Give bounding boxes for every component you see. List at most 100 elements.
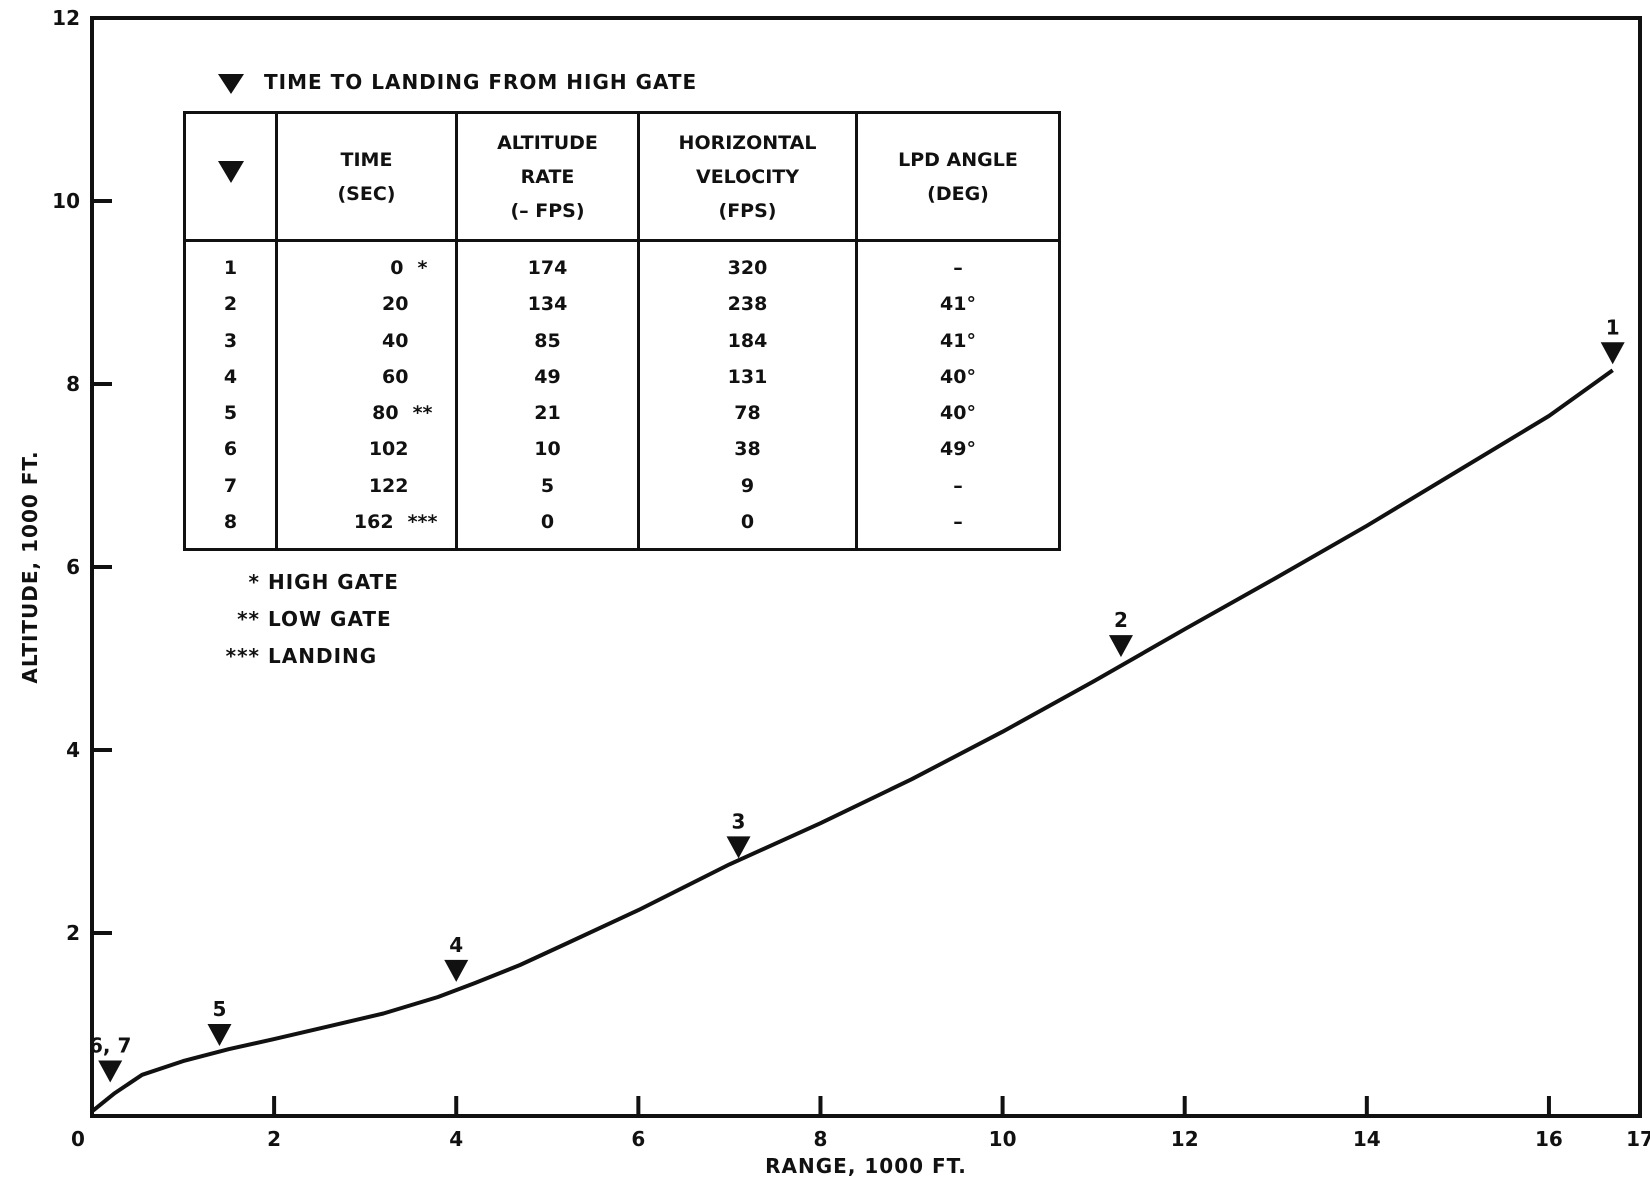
x-axis-title: RANGE, 1000 FT.	[765, 1154, 967, 1178]
cell-time: 60	[275, 358, 458, 395]
triangle-marker-icon	[444, 959, 469, 982]
y-tick-label: 12	[52, 6, 80, 30]
triangle-marker-icon	[98, 1060, 123, 1083]
x-tick-label: 6	[631, 1127, 645, 1151]
x-tick-label: 10	[989, 1127, 1017, 1151]
trajectory-marker: 3	[726, 809, 751, 859]
cell-lpd-angle: –	[855, 240, 1061, 287]
cell-marker-number: 5	[183, 394, 278, 432]
table-row: 4 60 49 131 40°	[183, 358, 1061, 395]
trajectory-marker: 6, 7	[89, 1034, 131, 1083]
marker-label: 2	[1114, 608, 1128, 632]
cell-marker-number: 4	[183, 358, 278, 395]
cell-horizontal-velocity: 38	[637, 431, 858, 468]
cell-horizontal-velocity: 0	[637, 503, 858, 550]
y-tick-label: 6	[66, 555, 80, 579]
cell-horizontal-velocity: 78	[637, 394, 858, 432]
triangle-marker-icon	[726, 836, 751, 859]
header-time: TIME (SEC)	[275, 112, 458, 242]
y-tick-label: 2	[66, 921, 80, 945]
y-tick-label: 8	[66, 372, 80, 396]
table-header-row: TIME (SEC) ALTITUDE RATE (– FPS) HORIZON…	[183, 112, 1061, 242]
y-tick-label: 10	[52, 189, 80, 213]
footnote-low-gate: ** LOW GATE	[237, 607, 392, 631]
cell-altitude-rate: 134	[455, 286, 640, 323]
x-tick-label: 16	[1535, 1127, 1563, 1151]
cell-time: 0 *	[275, 240, 458, 287]
cell-horizontal-velocity: 9	[637, 467, 858, 504]
table-row: 6 102 10 38 49°	[183, 431, 1061, 468]
cell-altitude-rate: 21	[455, 394, 640, 432]
gate-mark: ***	[407, 510, 438, 533]
x-tick-label: 8	[814, 1127, 828, 1151]
marker-label: 4	[449, 933, 463, 957]
cell-time: 122	[275, 467, 458, 504]
cell-marker-number: 7	[183, 467, 278, 504]
cell-horizontal-velocity: 184	[637, 322, 858, 359]
table-row: 5 80 ** 21 78 40°	[183, 394, 1061, 432]
cell-altitude-rate: 5	[455, 467, 640, 504]
trajectory-marker: 5	[207, 997, 232, 1046]
cell-time: 80 **	[275, 394, 458, 432]
triangle-marker-icon	[218, 73, 244, 94]
gate-mark: *	[417, 257, 428, 280]
cell-altitude-rate: 85	[455, 322, 640, 359]
cell-marker-number: 3	[183, 322, 278, 359]
y-tick-label: 4	[66, 738, 80, 762]
table-row: 7 122 5 9–	[183, 467, 1061, 504]
marker-label: 1	[1606, 315, 1620, 339]
cell-marker-number: 8	[183, 503, 278, 550]
cell-time: 20	[275, 286, 458, 323]
table-title: TIME TO LANDING FROM HIGH GATE	[218, 70, 697, 94]
cell-lpd-angle: 40°	[855, 358, 1061, 395]
cell-horizontal-velocity: 238	[637, 286, 858, 323]
header-horizontal-velocity: HORIZONTAL VELOCITY (FPS)	[637, 112, 858, 242]
marker-label: 3	[732, 809, 746, 833]
trajectory-marker: 4	[444, 933, 469, 982]
cell-time: 40	[275, 322, 458, 359]
trajectory-marker: 1	[1600, 315, 1625, 365]
table-row: 8 162 *** 0 0–	[183, 503, 1061, 550]
footnote-high-gate: * HIGH GATE	[248, 570, 399, 594]
table-row: 1 0 * 174 320–	[183, 240, 1061, 287]
cell-marker-number: 1	[183, 240, 278, 287]
cell-lpd-angle: 49°	[855, 431, 1061, 468]
cell-altitude-rate: 10	[455, 431, 640, 468]
x-tick-label: 0	[71, 1127, 85, 1151]
table-row: 3 40 85 184 41°	[183, 322, 1061, 359]
cell-horizontal-velocity: 131	[637, 358, 858, 395]
cell-time: 162 ***	[275, 503, 458, 550]
cell-altitude-rate: 174	[455, 240, 640, 287]
x-tick-label: 14	[1353, 1127, 1381, 1151]
cell-lpd-angle: 41°	[855, 322, 1061, 359]
x-tick-label: 2	[267, 1127, 281, 1151]
marker-label: 5	[213, 997, 227, 1021]
trajectory-line	[90, 368, 1614, 1113]
triangle-marker-icon	[1108, 635, 1133, 658]
triangle-marker-icon	[207, 1023, 232, 1046]
cell-altitude-rate: 0	[455, 503, 640, 550]
cell-lpd-angle: –	[855, 467, 1061, 504]
cell-marker-number: 2	[183, 286, 278, 323]
cell-lpd-angle: 41°	[855, 286, 1061, 323]
footnotes: * HIGH GATE ** LOW GATE *** LANDING	[200, 564, 399, 675]
table-row: 2 20 134 238 41°	[183, 286, 1061, 323]
triangle-marker-icon	[217, 160, 244, 183]
cell-horizontal-velocity: 320	[637, 240, 858, 287]
y-axis-title: ALTITUDE, 1000 FT.	[18, 450, 42, 683]
cell-time: 102	[275, 431, 458, 468]
triangle-marker-icon	[1600, 342, 1625, 365]
footnote-landing: *** LANDING	[225, 644, 378, 668]
x-tick-label: 12	[1171, 1127, 1199, 1151]
x-tick-label: 17	[1626, 1127, 1650, 1151]
gate-mark: **	[412, 402, 433, 425]
data-table: TIME (SEC) ALTITUDE RATE (– FPS) HORIZON…	[183, 111, 1061, 551]
cell-altitude-rate: 49	[455, 358, 640, 395]
cell-lpd-angle: –	[855, 503, 1061, 550]
marker-label: 6, 7	[89, 1034, 131, 1058]
header-lpd-angle: LPD ANGLE (DEG)	[855, 112, 1061, 242]
header-marker	[183, 112, 278, 242]
table-title-text: TIME TO LANDING FROM HIGH GATE	[264, 70, 698, 94]
cell-lpd-angle: 40°	[855, 394, 1061, 432]
